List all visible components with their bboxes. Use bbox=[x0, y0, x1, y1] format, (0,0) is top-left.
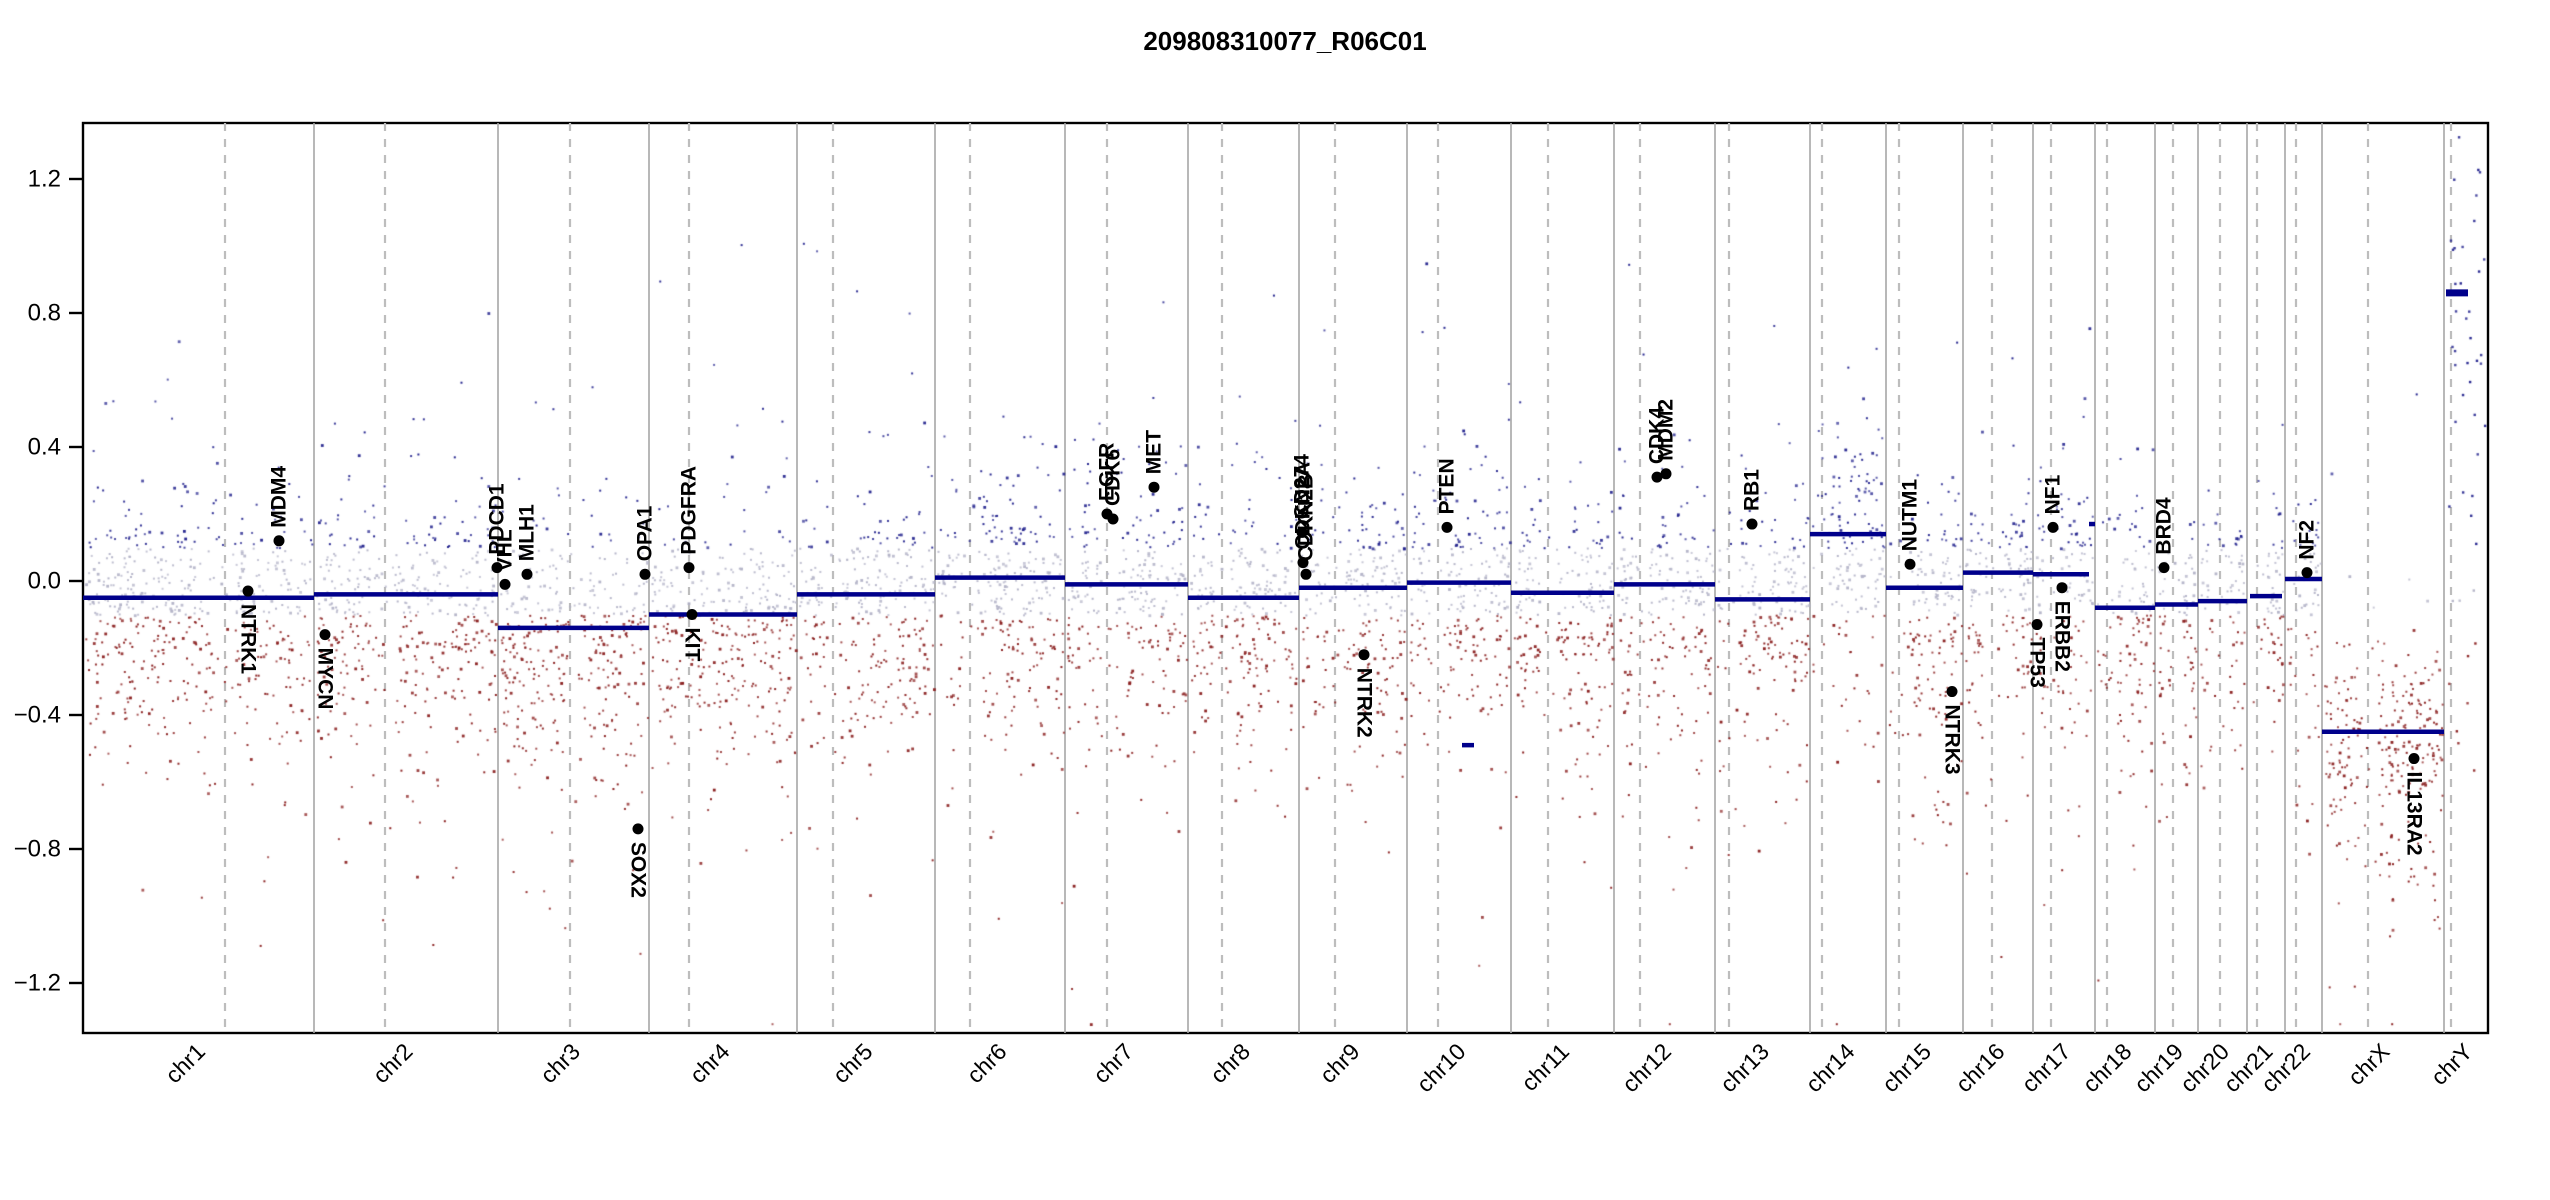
gene-dot-NTRK1 bbox=[242, 585, 254, 597]
gene-label-OPA1: OPA1 bbox=[634, 505, 657, 561]
gene-dot-MLH1 bbox=[521, 568, 533, 580]
gene-dot-CDK6 bbox=[1107, 513, 1119, 525]
gene-label-MDM4: MDM4 bbox=[268, 466, 291, 528]
gene-dot-NUTM1 bbox=[1904, 558, 1916, 570]
gene-label-EGFR: EGFR bbox=[1096, 443, 1119, 501]
gene-label-NF2: NF2 bbox=[2296, 520, 2319, 560]
gene-dot-PDGFRA bbox=[683, 562, 695, 574]
gene-label-NTRK2: NTRK2 bbox=[1353, 668, 1376, 738]
gene-label-NUTM1: NUTM1 bbox=[1899, 479, 1922, 552]
gene-dot-MDM4 bbox=[273, 535, 285, 547]
gene-dot-PTEN bbox=[1441, 521, 1453, 533]
gene-label-MDM2: MDM2 bbox=[1655, 399, 1678, 461]
gene-label-PDGFRA: PDGFRA bbox=[678, 466, 701, 555]
gene-label-TP53: TP53 bbox=[2026, 638, 2049, 688]
gene-label-CDK4: CDK4 bbox=[1646, 407, 1669, 464]
gene-label-ERBB2: ERBB2 bbox=[2051, 601, 2074, 672]
gene-dot-MDM2 bbox=[1660, 468, 1672, 480]
gene-dot-CD274 bbox=[1296, 526, 1308, 538]
gene-label-CD274: CD274 bbox=[1291, 454, 1314, 520]
gene-label-MET: MET bbox=[1143, 430, 1166, 475]
gene-dot-VHL bbox=[499, 578, 511, 590]
gene-dot-NF2 bbox=[2301, 567, 2313, 579]
gene-dot-NTRK3 bbox=[1946, 686, 1958, 698]
gene-label-NTRK1: NTRK1 bbox=[237, 604, 260, 674]
gene-dot-ERBB2 bbox=[2056, 582, 2068, 594]
gene-dot-NF1 bbox=[2047, 521, 2059, 533]
gene-label-CDKN2A: CDKN2A bbox=[1292, 462, 1315, 550]
gene-dot-CDK4 bbox=[1651, 471, 1663, 483]
gene-label-CDKN2B: CDKN2B bbox=[1295, 474, 1318, 562]
gene-label-RB1: RB1 bbox=[1741, 469, 1764, 511]
gene-dot-CDKN2B bbox=[1300, 568, 1312, 580]
gene-dot-MYCN bbox=[319, 629, 331, 641]
gene-label-BRD4: BRD4 bbox=[2153, 497, 2176, 554]
gene-dot-RB1 bbox=[1746, 518, 1758, 530]
gene-dot-CDKN2A bbox=[1297, 557, 1309, 569]
gene-label-IL13RA2: IL13RA2 bbox=[2403, 772, 2426, 856]
gene-label-NTRK3: NTRK3 bbox=[1941, 705, 1964, 775]
gene-label-MYCN: MYCN bbox=[314, 648, 337, 710]
gene-dot-NTRK2 bbox=[1358, 649, 1370, 661]
gene-dot-PDCD1 bbox=[491, 562, 503, 574]
gene-label-MLH1: MLH1 bbox=[516, 504, 539, 561]
gene-dot-IL13RA2 bbox=[2408, 753, 2420, 765]
gene-dot-SOX2 bbox=[632, 823, 644, 835]
gene-label-SOX2: SOX2 bbox=[627, 842, 650, 898]
gene-dot-MET bbox=[1148, 481, 1160, 493]
gene-dot-KIT bbox=[686, 609, 698, 620]
gene-label-NF1: NF1 bbox=[2042, 474, 2065, 514]
gene-label-PDCD1: PDCD1 bbox=[486, 483, 509, 555]
gene-label-KIT: KIT bbox=[681, 628, 704, 662]
gene-dot-TP53 bbox=[2031, 619, 2043, 631]
gene-dot-OPA1 bbox=[639, 568, 651, 580]
gene-label-PTEN: PTEN bbox=[1436, 458, 1459, 514]
gene-label-VHL: VHL bbox=[494, 529, 517, 571]
gene-dot-BRD4 bbox=[2158, 562, 2170, 574]
gene-label-CDK6: CDK6 bbox=[1102, 449, 1125, 506]
